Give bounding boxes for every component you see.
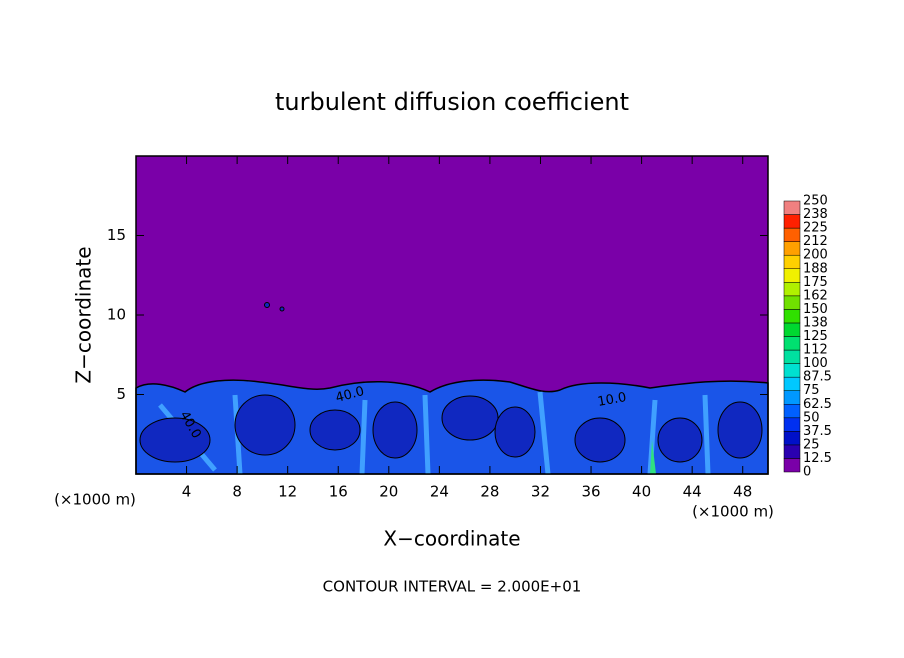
colorbar-label: 250 — [803, 194, 828, 209]
colorbar-band — [783, 404, 801, 419]
cell — [309, 409, 361, 451]
x-tick-label: 20 — [379, 483, 398, 501]
colorbar-label: 225 — [803, 221, 828, 236]
colorbar-band — [783, 336, 801, 351]
colorbar-band — [783, 227, 801, 242]
colorbar-band — [783, 417, 801, 432]
colorbar-label: 212 — [803, 234, 828, 249]
colorbar-label: 25 — [803, 437, 820, 452]
cell — [657, 417, 703, 463]
colorbar-label: 162 — [803, 288, 828, 303]
y-tick-label: 5 — [116, 385, 126, 403]
blob — [279, 306, 285, 312]
x-tick-label: 8 — [232, 483, 242, 501]
blob — [264, 302, 270, 308]
x-tick-label: 48 — [733, 483, 752, 501]
x-tick-label: 12 — [278, 483, 297, 501]
colorbar-label: 125 — [803, 329, 828, 344]
colorbar-label: 150 — [803, 302, 828, 317]
cell — [441, 395, 499, 441]
hot-spot — [650, 440, 656, 474]
colorbar-band — [783, 322, 801, 337]
colorbar-band — [783, 376, 801, 391]
colorbar-label: 87.5 — [803, 370, 832, 385]
y-tick-label: 10 — [107, 306, 126, 324]
colorbar-label: 188 — [803, 261, 828, 276]
chart-title: turbulent diffusion coefficient — [275, 88, 629, 116]
colorbar-label: 100 — [803, 356, 828, 371]
cell — [717, 401, 763, 459]
colorbar-label: 175 — [803, 275, 828, 290]
colorbar-label: 112 — [803, 343, 828, 358]
colorbar-band — [783, 295, 801, 310]
x-tick-label: 4 — [182, 483, 192, 501]
x-tick-label: 32 — [531, 483, 550, 501]
x-axis-label: X−coordinate — [383, 527, 520, 551]
colorbar-band — [783, 431, 801, 446]
colorbar-label: 62.5 — [803, 397, 832, 412]
cell — [234, 394, 296, 456]
colorbar-band — [783, 458, 801, 473]
contour-label: 40.0 — [334, 384, 366, 406]
colorbar-label: 238 — [803, 207, 828, 222]
colorbar-band — [783, 390, 801, 405]
cell — [574, 417, 626, 463]
colorbar-label: 50 — [803, 410, 820, 425]
x-tick-label: 16 — [329, 483, 348, 501]
footer: CONTOUR INTERVAL = 2.000E+01 — [323, 578, 582, 596]
cell — [494, 406, 536, 458]
colorbar-band — [783, 444, 801, 459]
x-tick-label: 40 — [632, 483, 651, 501]
colorbar-band — [783, 282, 801, 297]
y-tick-label: 15 — [107, 226, 126, 244]
colorbar-band — [783, 241, 801, 256]
colorbar-band — [783, 268, 801, 283]
colorbar-label: 200 — [803, 248, 828, 263]
x-unit: (×1000 m) — [54, 491, 136, 509]
colorbar-band — [783, 349, 801, 364]
contour-label: 10.0 — [596, 390, 627, 410]
cell — [139, 417, 211, 463]
colorbar-band — [783, 214, 801, 229]
colorbar-label: 0 — [803, 465, 811, 480]
x-tick-label: 44 — [683, 483, 702, 501]
colorbar-label: 75 — [803, 383, 820, 398]
turbulent-region — [135, 302, 769, 475]
colorbar-band — [783, 309, 801, 324]
colorbar-band — [783, 363, 801, 378]
x-tick-label: 24 — [430, 483, 449, 501]
colorbar-label: 37.5 — [803, 424, 832, 439]
x-unit: (×1000 m) — [692, 503, 774, 521]
colorbar-label: 138 — [803, 315, 828, 330]
y-axis-label: Z−coordinate — [72, 246, 96, 383]
colorbar-label: 12.5 — [803, 451, 832, 466]
x-tick-label: 36 — [581, 483, 600, 501]
colorbar-band — [783, 254, 801, 269]
colorbar-band — [783, 200, 801, 215]
x-tick-label: 28 — [480, 483, 499, 501]
cell — [372, 401, 418, 459]
